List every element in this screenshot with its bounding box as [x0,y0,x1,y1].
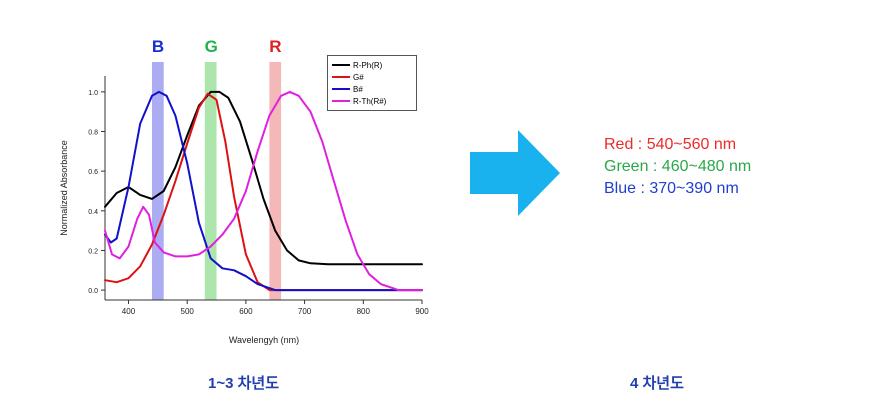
legend-label: G# [353,72,364,82]
band-label-r: R [269,37,282,56]
y-tick-label: 0.2 [88,248,98,255]
band-g [204,62,217,300]
y-tick-label: 0.4 [88,209,98,216]
legend-item: B# [332,83,363,95]
band-label-b: B [151,37,165,56]
caption-years-1-3: 1~3 차년도 [208,375,280,392]
legend-item: G# [332,71,364,83]
legend-label: R-Th(R#) [353,96,387,106]
legend-item: R-Ph(R) [332,59,382,71]
x-tick-label: 800 [357,307,371,316]
legend-label: R-Ph(R) [353,60,383,70]
y-tick-label: 1.0 [88,90,98,97]
y-axis-label: Normalized Absorbance [59,140,69,236]
legend-swatch [332,88,350,90]
wavelength-bands [151,62,282,300]
chart-legend: R-Ph(R) G# B# R-Th(R#) [327,55,417,111]
legend-swatch [332,100,350,102]
legend-swatch [332,64,350,66]
y-tick-label: 0.0 [88,288,98,295]
legend-item: R-Th(R#) [332,95,386,107]
chart-series [104,90,423,292]
spec-line: Green : 460~480 nm [604,158,752,175]
y-tick-label: 0.6 [88,169,98,176]
x-tick-label: 700 [298,307,312,316]
right-arrow-icon [470,130,562,221]
series-line-1 [104,90,423,266]
series-line-2 [104,92,423,292]
series-line-3 [104,90,423,292]
y-tick-label: 0.8 [88,130,98,137]
x-tick-label: 500 [181,307,195,316]
spec-line: Red : 540~560 nm [604,136,737,153]
x-tick-label: 400 [122,307,136,316]
series-line-4 [104,90,423,292]
band-label-g: G [204,37,218,56]
x-tick-label: 600 [239,307,253,316]
band-b [151,62,164,300]
spec-line: Blue : 370~390 nm [604,180,739,197]
legend-swatch [332,76,350,78]
caption-year-4: 4 차년도 [630,375,684,392]
x-axis-label: Wavelengyh (nm) [229,335,299,345]
legend-label: B# [353,84,363,94]
x-tick-label: 900 [415,307,429,316]
chart-axes: 400 500 600 700 800 900 0.0 0.2 0.4 0.6 0.8 1.0 [88,76,429,316]
band-r [269,62,282,300]
